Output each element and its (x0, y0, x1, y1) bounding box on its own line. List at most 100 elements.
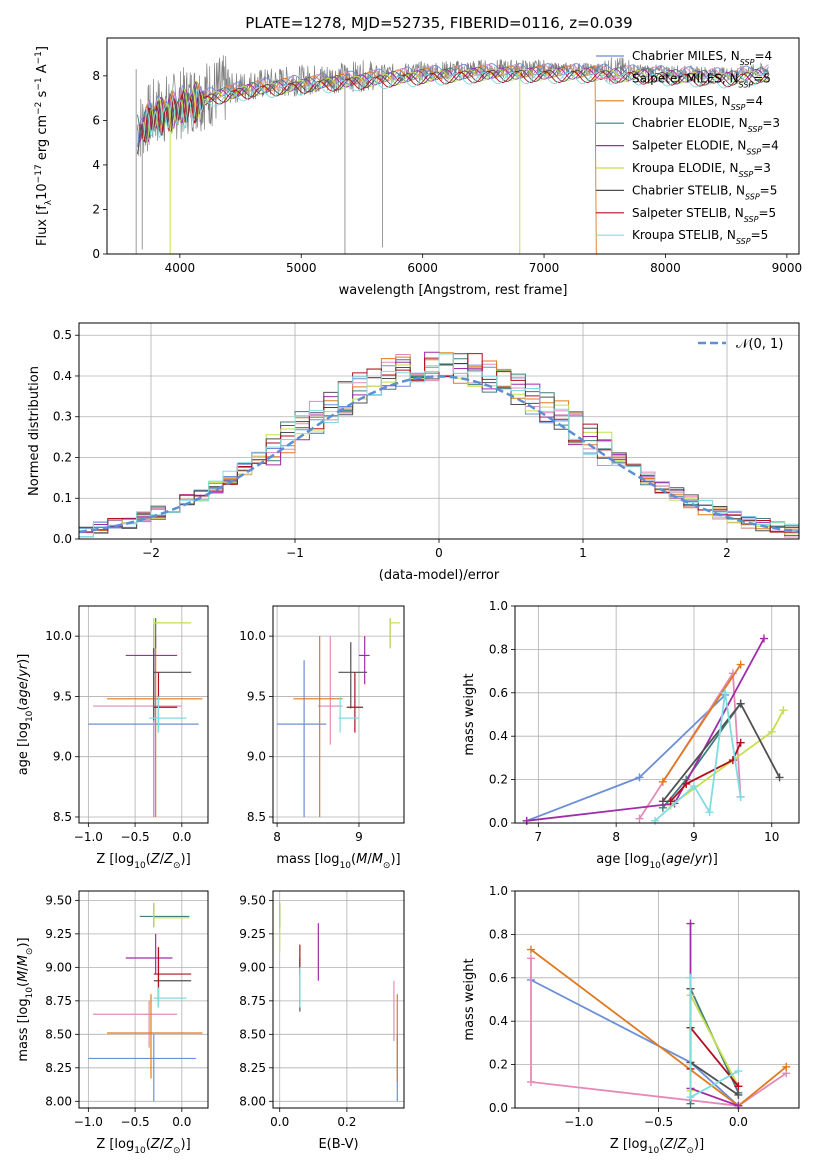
legend: Chabrier MILES, NSSP=4 Salpeter MILES, NS… (596, 49, 780, 246)
weight-point (736, 738, 745, 747)
y-tick-label: 8.5 (247, 810, 266, 824)
panel-mass-vs-z: −1.0 −0.5 0.0 8.00 8.25 8.50 8.75 9.00 9.25 9.50 Z… (16, 890, 209, 1156)
axes-frame (272, 890, 405, 1109)
weight-point (736, 660, 745, 669)
figure-title: PLATE=1278, MJD=52735, FIBERID=0116, z=0… (245, 14, 632, 32)
weight-point (526, 945, 535, 954)
model-spectrum-line (141, 65, 597, 255)
weight-point (658, 777, 667, 786)
weight-point (779, 706, 788, 715)
axes-frame (78, 322, 800, 540)
y-axis-label: Normed distribution (27, 366, 42, 496)
y-tick-label: 9.25 (45, 927, 72, 941)
weight-point (767, 727, 776, 736)
weight-point (782, 1062, 791, 1071)
x-tick-label: 10 (764, 830, 779, 844)
weight-point (526, 954, 535, 963)
y-tick-label: 9.0 (53, 750, 72, 764)
weight-line (530, 958, 787, 1107)
x-tick-label: −1.0 (564, 1115, 593, 1129)
weight-point (682, 779, 691, 788)
legend-label: 𝒩(0, 1) (736, 337, 783, 352)
weight-point (686, 919, 695, 928)
weight-point (734, 1090, 743, 1099)
axes-frame (106, 37, 800, 255)
y-tick-label: 0.8 (489, 927, 508, 941)
x-tick-label: 0.0 (729, 1115, 748, 1129)
y-tick-label: 1.0 (489, 599, 508, 613)
axes-frame (272, 605, 405, 824)
x-tick-label: −1 (286, 546, 304, 560)
legend-label: Kroupa ELODIE, NSSP=3 (632, 161, 771, 179)
legend-label: Salpeter MILES, NSSP=5 (632, 71, 771, 89)
model-spectrum-line (141, 72, 769, 141)
x-tick-label: −1.0 (74, 830, 103, 844)
model-spectrum-line (136, 66, 769, 139)
x-axis-label: (data-model)/error (379, 568, 500, 583)
y-tick-label: 8.00 (239, 1094, 266, 1108)
legend-label: Chabrier STELIB, NSSP=5 (632, 183, 777, 201)
y-tick-label: 8.00 (45, 1094, 72, 1108)
y-tick-label: 0.2 (489, 773, 508, 787)
weight-point (734, 1082, 743, 1091)
y-tick-label: 2 (92, 202, 100, 216)
x-tick-label: 6000 (407, 261, 438, 275)
x-tick-label: 2 (723, 546, 731, 560)
weight-point (734, 1067, 743, 1076)
legend-label: Kroupa STELIB, NSSP=5 (632, 228, 768, 246)
y-tick-label: 0.8 (489, 642, 508, 656)
y-tick-label: 9.0 (247, 750, 266, 764)
axis-label: Z [log10(Z/Z⊙)] (610, 1137, 704, 1156)
y-tick-label: 0.2 (489, 1058, 508, 1072)
axes-frame (78, 890, 209, 1109)
axis-label: Z [log10(Z/Z⊙)] (96, 852, 190, 871)
x-tick-label: 0.2 (337, 1115, 356, 1129)
y-tick-label: 8.50 (239, 1027, 266, 1041)
y-tick-label: 0.2 (53, 450, 72, 464)
legend-label: Chabrier ELODIE, NSSP=3 (632, 116, 780, 134)
x-tick-label: 8000 (650, 261, 681, 275)
y-tick-label: 0.4 (489, 729, 508, 743)
x-tick-label: −0.5 (121, 830, 150, 844)
axes-frame (78, 605, 209, 824)
y-tick-label: 10.0 (45, 629, 72, 643)
x-tick-label: 0 (435, 546, 443, 560)
y-tick-label: 0.3 (53, 410, 72, 424)
y-tick-label: 0.1 (53, 491, 72, 505)
y-tick-label: 0.0 (53, 532, 72, 546)
weight-line (662, 664, 742, 783)
weight-point (658, 797, 667, 806)
y-tick-label: 9.5 (53, 689, 72, 703)
y-tick-label: 8.25 (239, 1061, 266, 1075)
x-tick-label: 9 (690, 830, 698, 844)
x-tick-label: −0.5 (644, 1115, 673, 1129)
y-tick-label: 9.25 (239, 927, 266, 941)
x-tick-label: 7000 (529, 261, 560, 275)
y-tick-label: 0.5 (53, 328, 72, 342)
panel-residual-histogram: −2 −1 0 1 2 0.0 0.1 0.2 0.3 0.4 0.5 𝒩(0, 1) (data-mo… (27, 322, 800, 583)
y-tick-label: 9.50 (45, 893, 72, 907)
y-tick-label: 9.50 (239, 893, 266, 907)
x-tick-label: 8 (273, 830, 281, 844)
x-tick-label: 0.0 (172, 1115, 191, 1129)
y-tick-label: 0.0 (489, 816, 508, 830)
histogram-step (79, 353, 799, 537)
panel-age-vs-mass: 8 9 8.5 9.0 9.5 10.0 mass [log10(M/M⊙)] (239, 605, 405, 871)
y-tick-label: 4 (92, 158, 100, 172)
weight-point (635, 814, 644, 823)
weight-line (669, 742, 742, 802)
x-tick-label: −2 (142, 546, 160, 560)
weight-point (635, 773, 644, 782)
legend-label: Salpeter STELIB, NSSP=5 (632, 206, 776, 224)
axis-label: Z [log10(Z/Z⊙)] (96, 1137, 190, 1156)
model-spectrum-line (142, 68, 769, 145)
legend-label: Salpeter ELODIE, NSSP=4 (632, 139, 779, 157)
panel-mass-vs-e-b-v-: 0.0 0.2 8.00 8.25 8.50 8.75 9.00 9.25 9.50 E(B-V) (239, 890, 405, 1152)
x-tick-label: −0.5 (121, 1115, 150, 1129)
weight-point (526, 1077, 535, 1086)
legend-label: Chabrier MILES, NSSP=4 (632, 49, 772, 67)
x-tick-label: 8 (612, 830, 620, 844)
weight-point (775, 773, 784, 782)
x-tick-label: 4000 (165, 261, 196, 275)
y-tick-label: 8.5 (53, 810, 72, 824)
